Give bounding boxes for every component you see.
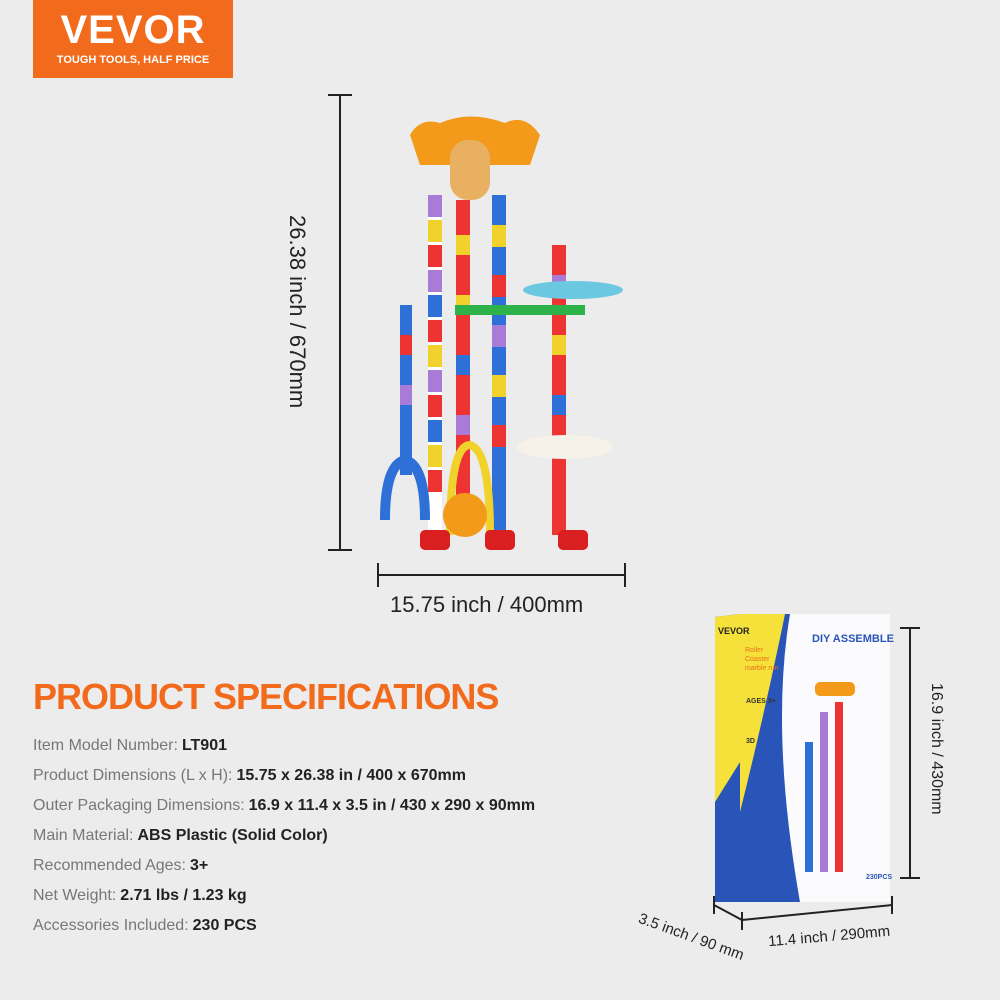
box-3d-badge: 3D — [746, 738, 755, 745]
spec-value: LT901 — [181, 737, 227, 754]
spec-row: Main Material: ABS Plastic (Solid Color) — [33, 823, 535, 853]
spec-label: Product Dimensions (L x H): — [33, 767, 233, 784]
product-height-label: 26.38 inch / 670mm — [285, 215, 310, 409]
spec-value: 2.71 lbs / 1.23 kg — [120, 887, 247, 904]
spec-value: 16.9 x 11.4 x 3.5 in / 430 x 290 x 90mm — [248, 797, 536, 814]
specs-title: PRODUCT SPECIFICATIONS — [33, 676, 499, 717]
spec-label: Net Weight: — [33, 887, 117, 904]
marble-run-product-image — [380, 116, 623, 550]
spec-row: Recommended Ages: 3+ — [33, 853, 535, 883]
box-line3: marble run — [745, 665, 779, 672]
box-brand: VEVOR — [718, 626, 750, 636]
spec-row: Accessories Included: 230 PCS — [33, 913, 535, 943]
spec-label: Item Model Number: — [33, 737, 178, 754]
box-line1: Roller — [745, 647, 764, 654]
logo-tagline: TOUGH TOOLS, HALF PRICE — [56, 54, 210, 66]
spec-value: 15.75 x 26.38 in / 400 x 670mm — [236, 767, 466, 784]
spec-row: Outer Packaging Dimensions: 16.9 x 11.4 x… — [33, 793, 535, 823]
package-height-label: 16.9 inch / 430mm — [928, 683, 945, 815]
vevor-logo: VEVOR TOUGH TOOLS, HALF PRICE — [33, 0, 233, 78]
spec-row: Net Weight: 2.71 lbs / 1.23 kg — [33, 883, 535, 913]
product-width-label: 15.75 inch / 400mm — [390, 592, 584, 617]
height-dimension-line — [328, 94, 352, 551]
package-box-image — [715, 614, 890, 902]
spec-row: Item Model Number: LT901 — [33, 733, 535, 763]
spec-row: Product Dimensions (L x H): 15.75 x 26.38… — [33, 763, 535, 793]
box-line2: Coaster — [745, 656, 770, 663]
spec-label: Main Material: — [33, 827, 134, 844]
width-dimension-line — [377, 563, 626, 587]
logo-brand: VEVOR — [60, 8, 206, 52]
spec-value: 3+ — [189, 857, 209, 874]
spec-label: Recommended Ages: — [33, 857, 186, 874]
spec-value: 230 PCS — [192, 917, 257, 934]
box-ages: AGES 3+ — [746, 698, 776, 705]
box-pieces: 230PCS — [866, 874, 893, 881]
spec-value: ABS Plastic (Solid Color) — [137, 827, 328, 844]
package-dimension-lines — [713, 627, 920, 930]
box-product-name: Roller Coaster marble run — [745, 646, 778, 673]
specs-list: Item Model Number: LT901 Product Dimensio… — [33, 733, 535, 943]
box-headline: DIY ASSEMBLE — [812, 633, 894, 645]
spec-label: Outer Packaging Dimensions: — [33, 797, 245, 814]
spec-label: Accessories Included: — [33, 917, 189, 934]
